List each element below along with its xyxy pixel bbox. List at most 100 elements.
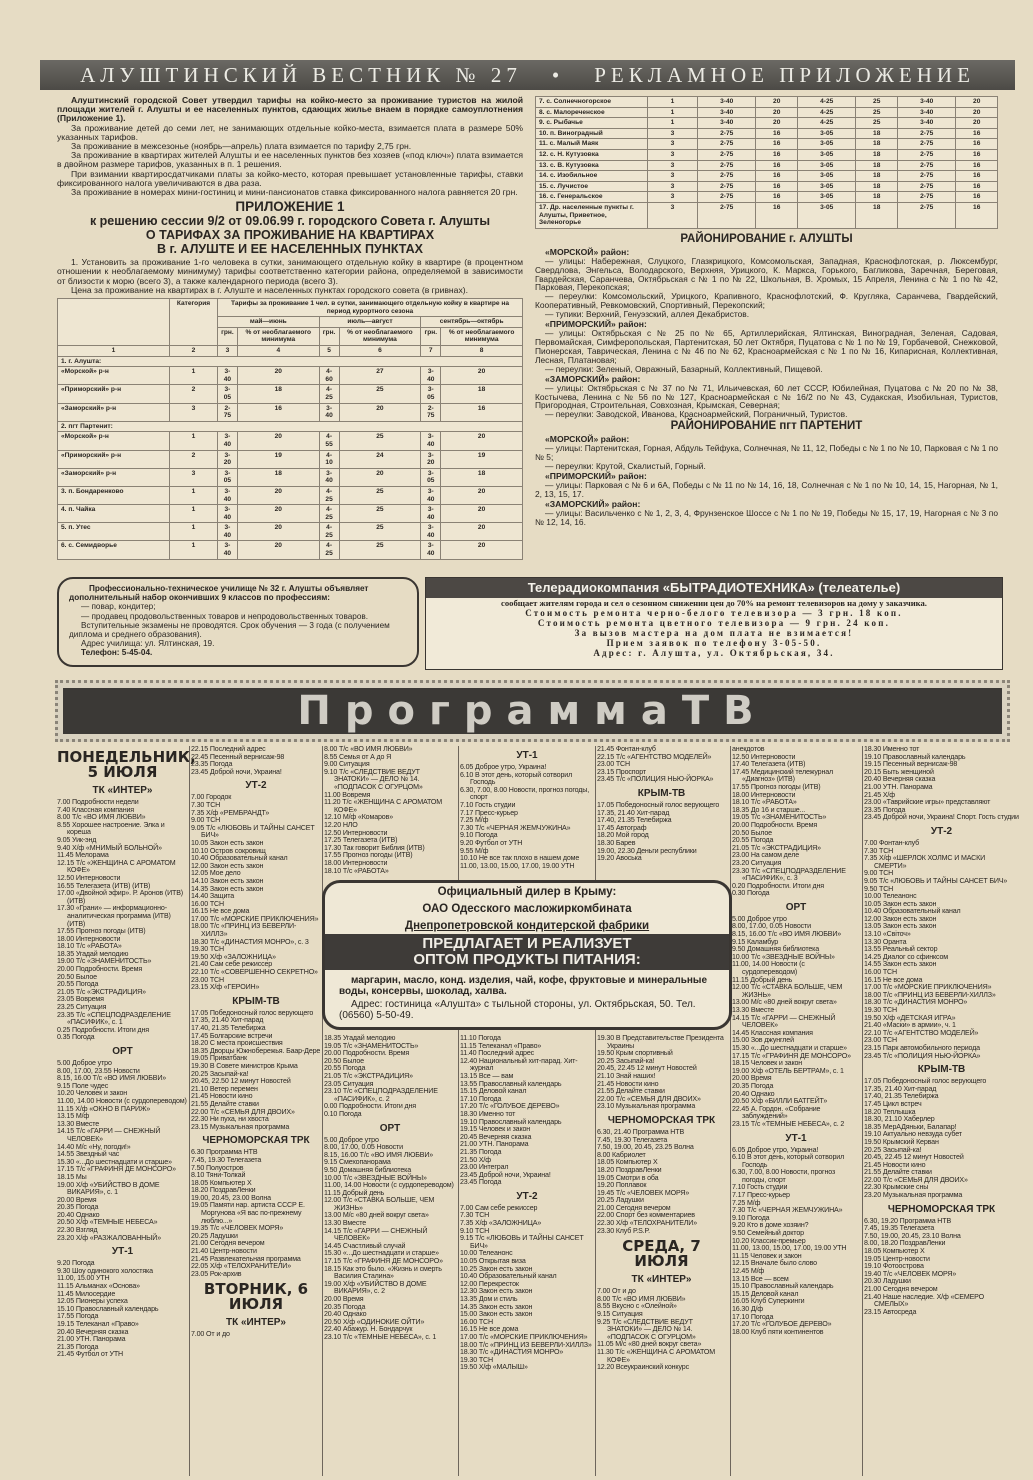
column-divider (730, 746, 731, 1476)
program-listing: 21.10 Знай наших! (597, 1071, 656, 1080)
program-listing: 20.50 Х/ф «БИЛЛИ БАТГЕЙТ» (732, 1097, 828, 1106)
row-value: 16 (955, 159, 998, 172)
program-listing: 19.05 Центр-новости (864, 1254, 930, 1263)
program-listing: 23.25 Ситуация (57, 1003, 107, 1012)
program-listing: 15.00 Зов джунглей (732, 1036, 794, 1045)
program-listing: 23.35 Т/с «СПЕЦПОДРАЗДЕЛЕНИЕ «ПАСИФИК», … (57, 1010, 171, 1027)
program-listing: 7.50, 19.00, 20.45, 23.10 Волна (864, 1231, 961, 1240)
program-listing: 9.25 Т/с «СЛЕДСТВИЕ ВЕДУТ ЗНАТОКИ» — ДЕЛ… (597, 1317, 696, 1341)
row-value: 16 (955, 170, 998, 182)
column-number: 4 (236, 345, 320, 357)
program-listing: 20.50 Х/ф «ТЕМНЫЕ НЕБЕСА» (57, 1218, 158, 1227)
table-row: 14. с. Изобильное 3 2-75 16 3-05 18 2-75 16 (535, 170, 998, 182)
program-listing: 9.10 Погода (460, 831, 498, 840)
program-listing: 20.25 Ладушки (191, 1231, 238, 1240)
row-name: 8. с. Малореченское (535, 106, 648, 119)
table-row: 15. с. Лучистое 3 2-75 16 3-05 18 2-75 16 (535, 180, 998, 193)
row-value: 2-75 (896, 170, 957, 182)
program-listing: 12.05 Пионеры успеха (57, 1297, 128, 1306)
program-listing: 17.45 Цикл встреч (864, 1099, 922, 1108)
district-streets: — улицы: Васильченко с № 1, 2, 3, 4, Фру… (535, 507, 998, 527)
program-listing: 23.10 Музыкальная программа (597, 1102, 696, 1111)
program-listing: 10.05 Закон есть закон (864, 899, 937, 908)
program-listing: 23.20 Музыкальная программа (864, 1191, 963, 1200)
tv-column: 21.45 Фонтан-клуб 22.15 Т/с «АГЕНТСТВО МО… (597, 745, 726, 863)
row-value: 20 (955, 106, 998, 119)
program-listing: 12.15 Вначале было слово (732, 1259, 817, 1268)
program-listing: 9.00 Ситуация (324, 760, 370, 769)
program-listing: 16.00 ТСН (191, 899, 224, 908)
row-name: 6. с. Семидворье (57, 540, 170, 560)
program-listing: 20.50 Былое (324, 1056, 364, 1065)
program-listing: 9.15 Т/с «ЛЮБОВЬ И ТАЙНЫ САНСЕТ БИЧ» (460, 1234, 584, 1250)
row-value: 16 (955, 201, 998, 229)
tv-repair-ad-line: За вызов мастера на дом плата не взимает… (574, 628, 854, 638)
row-category: 1 (169, 522, 218, 542)
program-listing: 16.15 Не все дома (460, 1325, 519, 1334)
program-listing: 11.00, 14.00 Новости (с сурдопереводом) (324, 1181, 454, 1190)
program-listing: 5.00 Доброе утро (732, 914, 787, 923)
channel-heading: КРЫМ-ТВ (917, 1064, 966, 1076)
row-value: 16 (755, 201, 798, 229)
tv-repair-ad-line: Стоимость ремонта цветного телевизора — … (537, 618, 891, 628)
program-listing: 12.45 М/ф (732, 1267, 765, 1275)
row-value: 20 (440, 366, 523, 386)
program-listing: 23.15 Музыкальная программа (191, 1122, 290, 1131)
row-value: 18 (855, 127, 898, 140)
appendix-line: О ТАРИФАХ ЗА ПРОЖИВАНИЕ НА КВАРТИРАХ (145, 228, 435, 243)
row-category: 1 (647, 106, 698, 119)
program-listing: 20.00 Подробности. Время (324, 1049, 410, 1058)
dealer-ad-line: Днепропетровской кондитерской фабрики (404, 920, 650, 932)
program-listing: 18.00 Интерновости (324, 858, 388, 867)
program-listing: 20.40 Однако (324, 1310, 367, 1319)
channel-heading: КРЫМ-ТВ (637, 787, 686, 799)
intro-paragraph: При взимании квартиросдатчиками платы за… (57, 168, 523, 188)
program-listing: 20.45, 22.45 12 минут Новостей (597, 1064, 697, 1073)
program-listing: 18.15 Мы (57, 1172, 87, 1181)
row-value: 2-75 (696, 127, 757, 140)
row-name: «Морской» р-н (57, 431, 170, 451)
program-listing: 18.00 Клуб пяти континентов (732, 1327, 824, 1336)
program-listing: 9.05 Уик-энд (57, 835, 97, 844)
row-value: 27 (338, 366, 422, 386)
row-value: 3-05 (217, 467, 238, 487)
row-value: 20 (236, 522, 320, 542)
channel-heading: ОРТ (785, 901, 807, 913)
program-listing: 12.00 Перекресток (460, 1279, 519, 1288)
row-value: 20 (440, 431, 523, 451)
program-listing: 6.30, 7.00, 8.00 Новости, прогноз погоды… (732, 1168, 836, 1184)
program-listing: 21.00 Сегодня вечером (597, 1203, 671, 1212)
program-listing: 7.50 Полуостров (191, 1163, 244, 1172)
program-listing: 17.45 Болгарские встречи (191, 1031, 273, 1040)
table-row: 3. п. Бондаренково 1 3-40 20 4-25 25 3-40 20 (57, 485, 523, 506)
program-listing: 7.30 Т/с «ЧЕРНАЯ ЖЕМЧУЖИНА» (732, 1206, 843, 1215)
program-listing: 22.00 Т/с «СЕМЬЯ ДЛЯ ДВОИХ» (597, 1094, 701, 1103)
program-listing: 22.45 Песенный вернисаж-98 (191, 752, 285, 761)
program-listing: 6.10 В этот день, который сотворил Госпо… (460, 770, 573, 787)
column-number: 2 (169, 345, 218, 357)
program-listing: 17.40, 21.35 Телебиржа (597, 816, 672, 825)
table-row: 6. с. Семидворье 1 3-40 20 4-25 25 3-40 20 (57, 540, 523, 560)
district-name: «ПРИМОРСКИЙ» район: (545, 470, 647, 481)
program-listing: 20.25 Засыпай-ка! (191, 1069, 249, 1078)
program-listing: 9.05 Т/с «ЛЮБОВЬ И ТАЙНЫ САНСЕТ БИЧ» (864, 876, 1008, 885)
program-listing: 11.30 Т/с «ЖЕНЩИНА С АРОМАТОМ КОФЕ» (597, 1348, 716, 1364)
program-listing: 18.10 Т/с «РАБОТА» (324, 866, 389, 875)
program-listing: 12.30 Закон есть закон (460, 1287, 533, 1296)
program-listing: 11.15 Добрый день (732, 975, 793, 984)
program-listing: 20.00 Время (324, 1295, 364, 1303)
row-value: 16 (955, 148, 998, 161)
channel-heading: УТ-2 (245, 780, 267, 792)
row-name: 5. п. Утес (57, 522, 170, 542)
row-value: 4-25 (318, 522, 340, 542)
program-listing: 20.40 Однако (57, 1210, 100, 1219)
program-listing: 18.30 Именно тот (864, 745, 920, 753)
left-column: Алуштинский городской Совет утвердил тар… (57, 95, 523, 560)
row-value: 4-25 (796, 96, 857, 108)
row-value: 2-75 (896, 148, 957, 161)
district-streets: — улицы: Парковая с № 6 и 6А, Победы с №… (535, 479, 998, 499)
program-listing: 17.20 Т/с «ГОЛУБОЕ ДЕРЕВО» (732, 1320, 832, 1329)
program-listing: 11.00, 13.00, 15.00, 17.00, 19.00 УТН (732, 1244, 847, 1253)
tv-column: 18.35 Угадай мелодию 19.05 Т/с «ЗНАМЕНИТО… (324, 1034, 456, 1342)
program-listing: 21.45 Развлекательная программа (191, 1254, 301, 1263)
